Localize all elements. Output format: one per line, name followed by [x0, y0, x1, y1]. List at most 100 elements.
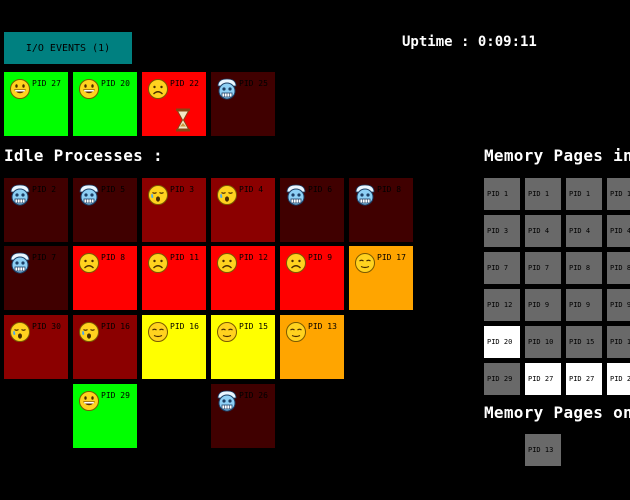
crying-face-icon [9, 321, 31, 343]
memory-page: PID 15 [607, 326, 630, 358]
memory-page: PID 27 [525, 363, 561, 395]
idle-process-card[interactable]: PID 15 [211, 315, 275, 379]
process-pid-label: PID 8 [101, 253, 126, 262]
memory-ram-heading: Memory Pages in [484, 146, 630, 165]
neutral-face-icon [285, 321, 307, 343]
idle-process-card[interactable]: PID 13 [280, 315, 344, 379]
idle-processes-heading: Idle Processes : [4, 146, 163, 165]
process-pid-label: PID 27 [32, 79, 61, 88]
idle-process-card[interactable]: PID 30 [4, 315, 68, 379]
idle-process-card[interactable]: PID 12 [211, 246, 275, 310]
idle-process-card[interactable]: PID 7 [4, 246, 68, 310]
sad-face-icon [216, 252, 238, 274]
frozen-face-icon [216, 78, 238, 100]
memory-page: PID 9 [607, 289, 630, 321]
sad-face-icon [78, 252, 100, 274]
idle-process-card[interactable]: PID 8 [73, 246, 137, 310]
idle-process-card[interactable]: PID 8 [349, 178, 413, 242]
memory-page: PID 1 [525, 178, 561, 210]
crying-face-icon [78, 321, 100, 343]
memory-page: PID 9 [525, 289, 561, 321]
memory-page: PID 12 [484, 289, 520, 321]
cpu-process-card[interactable]: PID 20 [73, 72, 137, 136]
process-pid-label: PID 2 [32, 185, 57, 194]
process-pid-label: PID 26 [239, 391, 268, 400]
idle-process-card[interactable]: PID 4 [211, 178, 275, 242]
process-pid-label: PID 4 [239, 185, 264, 194]
uptime-display: Uptime : 0:09:11 [402, 34, 537, 50]
frozen-face-icon [285, 184, 307, 206]
memory-page: PID 4 [525, 215, 561, 247]
cpu-process-card[interactable]: PID 25 [211, 72, 275, 136]
sad-face-icon [147, 252, 169, 274]
process-pid-label: PID 12 [239, 253, 268, 262]
frozen-face-icon [216, 390, 238, 412]
process-pid-label: PID 11 [170, 253, 199, 262]
neutral-face-icon [147, 321, 169, 343]
frozen-face-icon [9, 184, 31, 206]
process-pid-label: PID 3 [170, 185, 195, 194]
neutral-face-icon [354, 252, 376, 274]
happy-face-icon [78, 78, 100, 100]
memory-page: PID 27 [566, 363, 602, 395]
cpu-process-card[interactable]: PID 27 [4, 72, 68, 136]
memory-page: PID 13 [525, 434, 561, 466]
memory-page: PID 7 [484, 252, 520, 284]
cpu-process-card[interactable]: PID 22 [142, 72, 206, 136]
process-pid-label: PID 8 [377, 185, 402, 194]
memory-page: PID 10 [525, 326, 561, 358]
memory-page: PID 7 [525, 252, 561, 284]
memory-page: PID 27 [607, 363, 630, 395]
memory-page: PID 8 [566, 252, 602, 284]
frozen-face-icon [78, 184, 100, 206]
memory-page: PID 29 [484, 363, 520, 395]
happy-face-icon [9, 78, 31, 100]
idle-process-card[interactable]: PID 2 [4, 178, 68, 242]
process-pid-label: PID 16 [170, 322, 199, 331]
memory-page: PID 1 [607, 178, 630, 210]
memory-page: PID 4 [566, 215, 602, 247]
memory-disk-heading: Memory Pages on [484, 403, 630, 422]
frozen-face-icon [9, 252, 31, 274]
io-events-button[interactable]: I/O EVENTS (1) [4, 32, 132, 64]
idle-process-card[interactable]: PID 5 [73, 178, 137, 242]
idle-process-card[interactable]: PID 26 [211, 384, 275, 448]
sad-face-icon [147, 78, 169, 100]
idle-process-card[interactable]: PID 6 [280, 178, 344, 242]
process-pid-label: PID 25 [239, 79, 268, 88]
process-pid-label: PID 20 [101, 79, 130, 88]
memory-page: PID 3 [484, 215, 520, 247]
idle-process-card[interactable]: PID 16 [142, 315, 206, 379]
memory-page: PID 1 [566, 178, 602, 210]
idle-process-card[interactable]: PID 9 [280, 246, 344, 310]
crying-face-icon [216, 184, 238, 206]
crying-face-icon [147, 184, 169, 206]
neutral-face-icon [216, 321, 238, 343]
memory-page: PID 1 [484, 178, 520, 210]
process-pid-label: PID 5 [101, 185, 126, 194]
memory-page: PID 20 [484, 326, 520, 358]
memory-page: PID 15 [566, 326, 602, 358]
process-pid-label: PID 15 [239, 322, 268, 331]
memory-page: PID 4 [607, 215, 630, 247]
process-pid-label: PID 17 [377, 253, 406, 262]
process-pid-label: PID 30 [32, 322, 61, 331]
frozen-face-icon [354, 184, 376, 206]
process-pid-label: PID 6 [308, 185, 333, 194]
process-pid-label: PID 7 [32, 253, 57, 262]
happy-face-icon [78, 390, 100, 412]
hourglass-icon [175, 108, 191, 132]
process-pid-label: PID 22 [170, 79, 199, 88]
memory-page: PID 9 [566, 289, 602, 321]
process-pid-label: PID 16 [101, 322, 130, 331]
idle-process-card[interactable]: PID 17 [349, 246, 413, 310]
idle-process-card[interactable]: PID 29 [73, 384, 137, 448]
process-pid-label: PID 9 [308, 253, 333, 262]
memory-page: PID 8 [607, 252, 630, 284]
sad-face-icon [285, 252, 307, 274]
idle-process-card[interactable]: PID 3 [142, 178, 206, 242]
process-pid-label: PID 13 [308, 322, 337, 331]
process-pid-label: PID 29 [101, 391, 130, 400]
idle-process-card[interactable]: PID 11 [142, 246, 206, 310]
idle-process-card[interactable]: PID 16 [73, 315, 137, 379]
